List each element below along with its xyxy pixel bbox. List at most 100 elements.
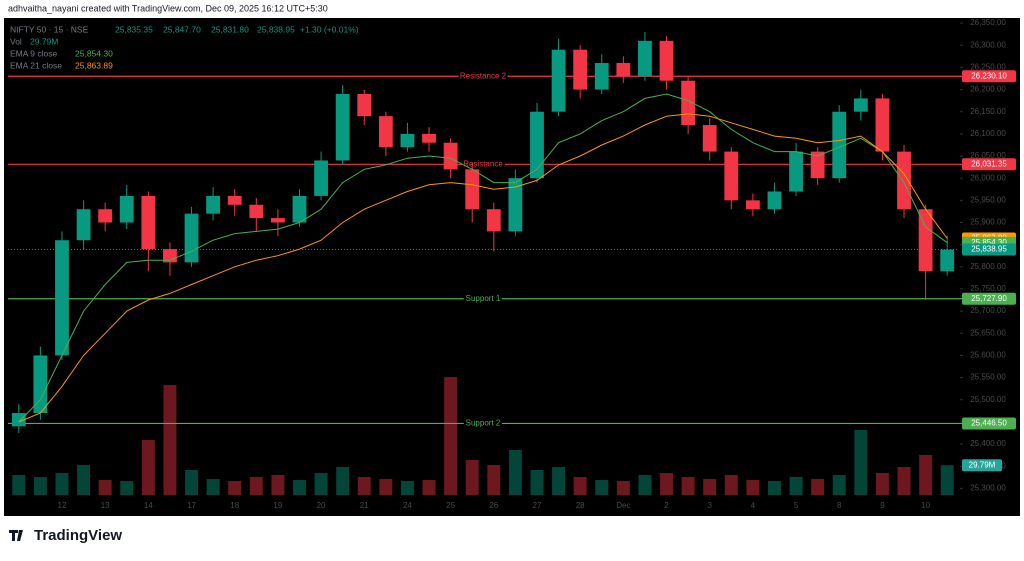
volume-bar [508,450,522,495]
y-tick-label: 26,050.00 [970,151,1006,160]
level-price-tag: 25,727.90 [971,294,1007,303]
volume-bar [185,470,198,495]
volume-label: Vol [10,36,22,46]
candle-body [918,209,933,272]
volume-bar [249,477,263,495]
candle-body [486,209,501,232]
volume-bar [875,473,889,495]
level-price-tag-bg [962,292,1016,305]
candle-body [249,204,264,219]
volume-bar [120,481,134,495]
volume-bar [832,475,846,495]
volume-bar [444,377,458,495]
legend: NIFTY 50 · 15 · NSE 25,835.35 25,847.70 … [10,24,359,70]
level-price-tag: 26,031.35 [971,159,1007,168]
volume-bar [681,477,695,495]
candle-body [530,111,544,179]
ema-line [18,113,948,423]
last-price-tag-bg [962,243,1016,256]
volume-bar [271,475,285,495]
volume-bar [98,480,112,495]
volume-bar [552,467,566,495]
volume-bar [638,475,652,495]
volume-bar [660,473,673,495]
ema-line [18,93,948,423]
y-tick-label: 26,300.00 [970,40,1006,49]
ema21-value: 25,863.89 [75,60,113,70]
y-tick-label: 26,150.00 [970,107,1006,116]
volume-bar [530,470,544,495]
y-tick-label: 25,700.00 [970,306,1006,315]
ema9-value: 25,854.30 [75,48,113,58]
candle-body [76,209,91,241]
volume-bar [811,479,825,495]
candle-body [98,209,113,223]
x-tick-label: 5 [794,501,799,510]
volume-bar [768,481,781,495]
candle-body [119,195,134,223]
volume-bar [940,465,954,495]
candle-body [832,111,847,179]
brand-logo [9,530,23,541]
candle-body [638,40,652,77]
volume-bar [573,477,587,495]
y-tick-label: 25,950.00 [970,195,1006,204]
x-tick-label: 19 [273,501,282,510]
y-tick-label: 26,350.00 [970,18,1006,27]
volume-bar [336,467,350,495]
x-tick-label: 14 [144,501,153,510]
volume-bar [400,481,414,495]
y-tick-label: 25,750.00 [970,284,1006,293]
candle-body [573,49,588,90]
ema21-label: EMA 21 close [10,60,62,70]
volume-bar [357,477,371,495]
volume-bar [595,480,609,495]
y-tick-label: 25,500.00 [970,395,1006,404]
candle-body [184,213,199,263]
x-tick-label: 27 [533,501,542,510]
volume-bar [854,430,868,495]
x-tick-label: 3 [707,501,712,510]
candle-body [897,151,911,210]
candle-body [789,151,803,192]
brand: TradingView [34,527,122,544]
level-price-tag-bg [962,70,1016,83]
y-tick-label: 25,900.00 [970,218,1006,227]
last-price-tag: 25,838.95 [971,245,1007,254]
candle-body [400,133,415,148]
ema9-label: EMA 9 close [10,48,58,58]
candle-body [659,40,674,81]
level-label: Support 1 [466,294,501,303]
level-label: Support 2 [466,419,501,428]
candle-body [11,413,26,427]
volume-bar [12,475,26,495]
candle-body [314,160,328,196]
x-tick-label: 24 [403,501,412,510]
volume-bar [897,467,911,495]
volume-bar [487,465,501,495]
y-tick-label: 26,200.00 [970,85,1006,94]
volume-bar [465,460,479,495]
x-tick-label: 28 [576,501,585,510]
level-label: Resistance 2 [460,71,507,80]
candle-body [206,195,221,214]
volume-bar [141,440,155,495]
y-tick-label: 25,600.00 [970,351,1006,360]
y-tick-label: 25,300.00 [970,483,1006,492]
candle-body [810,151,825,179]
volume-tag-bg [962,459,1002,472]
x-tick-label: 12 [58,501,67,510]
ema-price-tag: 25,854.30 [971,238,1007,247]
level-price-tag: 25,446.50 [971,419,1007,428]
volume-bar [789,477,803,495]
volume-bar [55,473,69,495]
volume-bar [703,479,717,495]
candle-body [335,93,350,161]
y-tick-label: 26,000.00 [970,173,1006,182]
x-tick-label: 26 [489,501,498,510]
x-tick-label: 20 [317,501,326,510]
volume-bar [724,475,738,495]
candle-body [141,195,156,250]
